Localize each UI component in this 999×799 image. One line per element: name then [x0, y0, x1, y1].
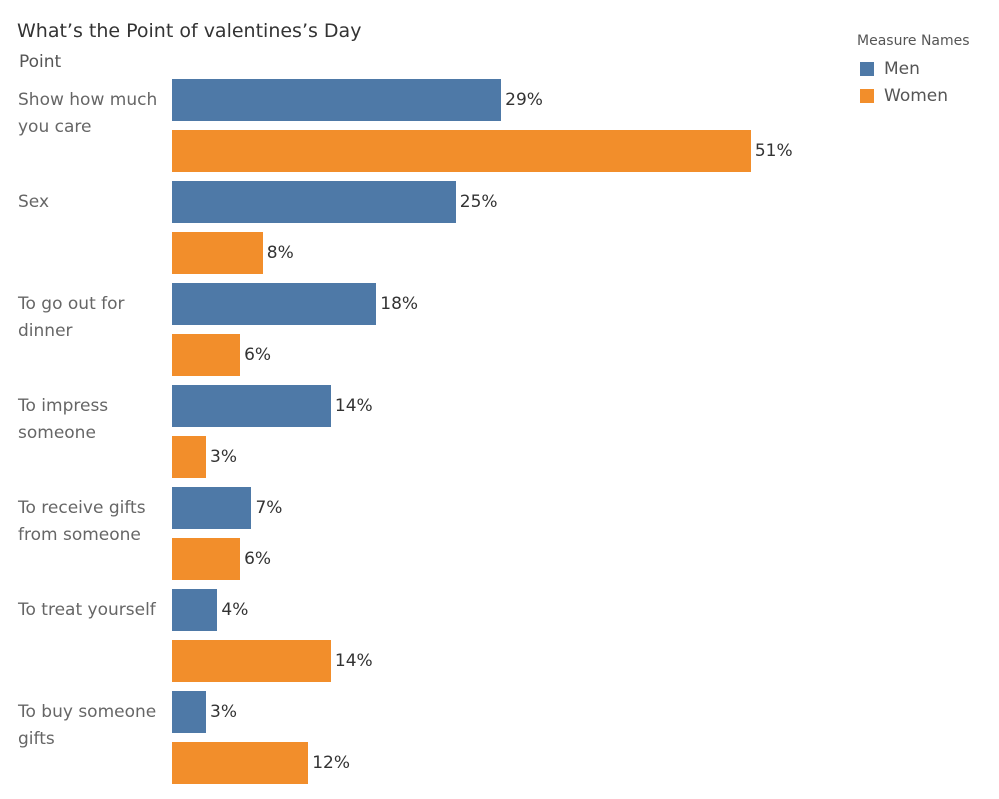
data-label-men: 7%	[255, 498, 283, 518]
legend-label-men: Men	[884, 58, 920, 79]
bar-women[interactable]	[172, 232, 263, 274]
category-label: To treat yourself	[18, 600, 156, 620]
category-label: To go out for dinner	[18, 294, 125, 341]
data-label-men: 14%	[334, 396, 373, 416]
data-label-men: 25%	[459, 192, 498, 212]
bar-men[interactable]	[172, 691, 207, 733]
bar-men[interactable]	[172, 79, 502, 121]
category-label: Sex	[18, 192, 50, 212]
category-label: To buy someone gifts	[18, 702, 157, 749]
bar-men[interactable]	[172, 283, 377, 325]
data-label-women: 12%	[312, 753, 350, 773]
bar-women[interactable]	[172, 538, 241, 580]
bar-women[interactable]	[172, 640, 331, 682]
bar-women[interactable]	[172, 334, 241, 376]
data-label-women: 8%	[266, 243, 294, 263]
legend-title: Measure Names	[857, 33, 970, 49]
data-label-men: 4%	[221, 600, 249, 620]
legend: Measure Names Men Women	[857, 33, 970, 109]
bar-men[interactable]	[172, 385, 331, 427]
axis-header: Point	[19, 52, 62, 72]
legend-item-women[interactable]: Women	[857, 82, 970, 109]
category-label: Show how much you care	[18, 90, 158, 137]
bar-men[interactable]	[172, 181, 456, 223]
data-label-men: 29%	[505, 90, 543, 110]
bar-women[interactable]	[172, 436, 207, 478]
data-label-men: 18%	[380, 294, 419, 314]
data-label-women: 6%	[244, 345, 272, 365]
bar-men[interactable]	[172, 487, 252, 529]
data-label-men: 3%	[210, 702, 238, 722]
bar-men[interactable]	[172, 589, 218, 631]
data-label-women: 14%	[334, 651, 373, 671]
bar-women[interactable]	[172, 742, 309, 784]
bar-women[interactable]	[172, 130, 751, 172]
legend-label-women: Women	[884, 85, 949, 106]
legend-item-men[interactable]: Men	[857, 55, 970, 82]
category-label: To impress someone	[18, 396, 109, 443]
legend-swatch-men	[860, 61, 874, 76]
data-label-women: 6%	[244, 549, 272, 569]
chart-title: What’s the Point of valentines’s Day	[17, 20, 362, 42]
legend-swatch-women	[860, 88, 874, 103]
data-label-women: 51%	[754, 141, 793, 161]
category-label: To receive gifts from someone	[18, 498, 146, 545]
data-label-women: 3%	[210, 447, 238, 467]
